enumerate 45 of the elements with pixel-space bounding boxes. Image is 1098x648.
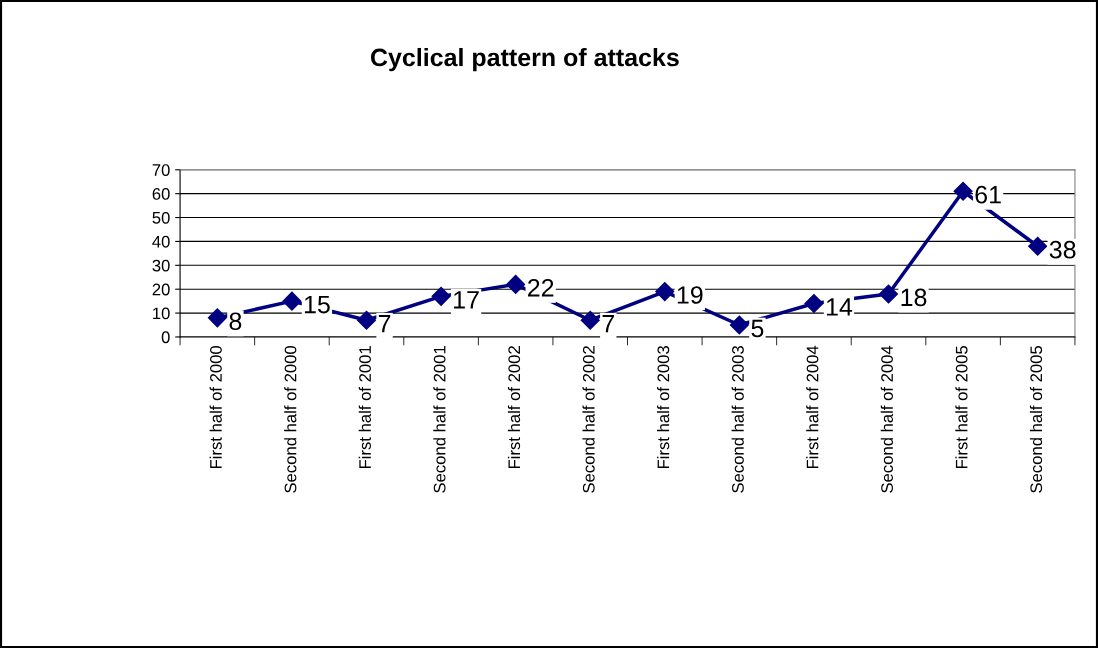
data-label: 8 [229,312,242,331]
point [1028,236,1048,256]
x-tick-label: Second half of 2004 [880,345,893,493]
point [207,308,227,328]
x-tick-label: Second half of 2003 [731,346,744,493]
y-tick-label: 60 [152,188,170,200]
y-tick-label: 10 [153,307,170,320]
point [580,310,600,330]
data-label: 5 [751,319,764,338]
point [356,310,377,330]
point [953,181,973,201]
y-tick-label: 50 [152,211,170,224]
data-label: 7 [378,315,391,333]
point [282,291,302,311]
data-label: 22 [528,278,554,297]
data-label: 38 [1049,240,1076,259]
point [729,315,749,335]
point [655,282,675,302]
x-tick-label: First half of 2005 [955,345,968,469]
x-tick-label: First half of 2004 [806,345,819,469]
y-tick-label: 20 [152,283,170,296]
y-tick-label: 70 [152,164,170,176]
data-label: 18 [901,288,927,307]
x-tick-label: First half of 2001 [358,346,371,469]
point [431,286,451,306]
x-tick-label: First half of 2003 [657,346,670,469]
data-label: 19 [677,286,703,304]
data-label: 17 [454,291,479,309]
data-label: 7 [602,315,614,333]
data-label: 61 [975,185,1001,204]
x-tick-label: Second half of 2001 [433,346,446,493]
x-tick-label: First half of 2002 [507,346,521,469]
y-tick-label: 30 [152,259,170,272]
point [804,293,824,314]
y-tick-label: 0 [161,331,170,344]
point [878,284,899,304]
x-tick-label: First half of 2000 [209,345,222,469]
chart-title: Cyclical pattern of attacks [370,47,679,72]
x-tick-label: Second half of 2000 [284,345,297,493]
x-tick-label: Second half of 2002 [582,346,595,493]
x-tick-label: Second half of 2005 [1029,345,1043,493]
y-tick-label: 40 [152,235,170,248]
data-label: 15 [304,295,330,314]
point [506,274,526,294]
data-label: 14 [826,298,853,316]
